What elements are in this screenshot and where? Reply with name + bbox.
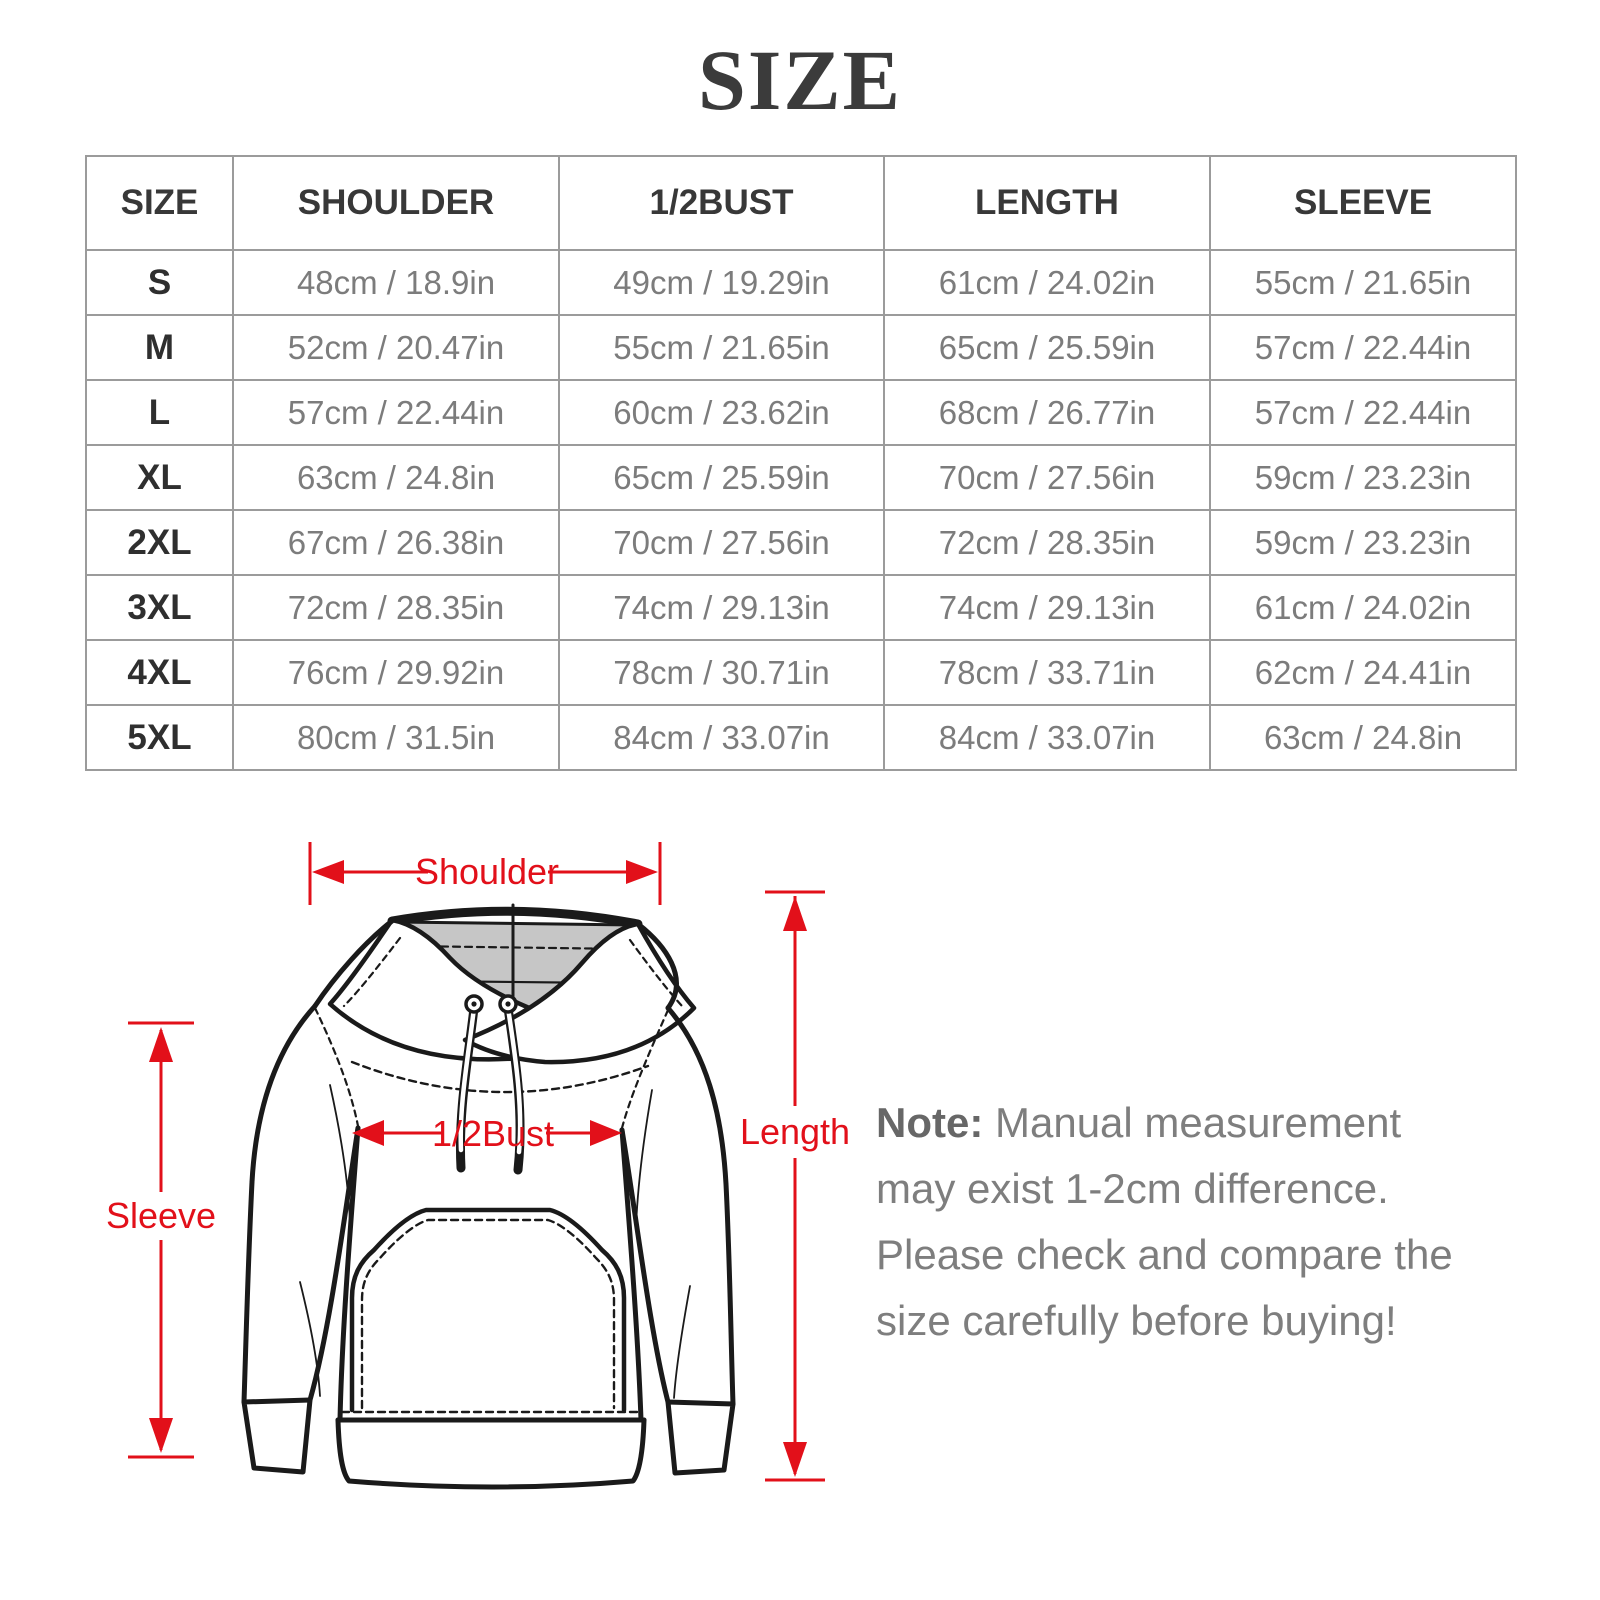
cell-length: 72cm / 28.35in xyxy=(883,509,1211,576)
sleeve-label: Sleeve xyxy=(106,1195,216,1236)
hoodie-measurement-diagram: Shoulder 1/2Bust Sleeve Length xyxy=(106,842,850,1490)
table-row: M 52cm / 20.47in 55cm / 21.65in 65cm / 2… xyxy=(85,314,1517,381)
header-bust: 1/2BUST xyxy=(558,155,885,251)
cell-length: 74cm / 29.13in xyxy=(883,574,1211,641)
cell-length: 70cm / 27.56in xyxy=(883,444,1211,511)
sleeve-arrow: Sleeve xyxy=(106,1021,216,1459)
cell-size: 2XL xyxy=(85,509,234,576)
note-label: Note: xyxy=(876,1099,984,1146)
cell-size: 4XL xyxy=(85,639,234,706)
cell-bust: 60cm / 23.62in xyxy=(558,379,885,446)
length-arrow: Length xyxy=(740,890,850,1482)
cell-bust: 49cm / 19.29in xyxy=(558,249,885,316)
cell-sleeve: 57cm / 22.44in xyxy=(1209,314,1517,381)
cell-sleeve: 57cm / 22.44in xyxy=(1209,379,1517,446)
kangaroo-pocket xyxy=(340,1207,642,1414)
table-row: 5XL 80cm / 31.5in 84cm / 33.07in 84cm / … xyxy=(85,704,1517,771)
table-row: XL 63cm / 24.8in 65cm / 25.59in 70cm / 2… xyxy=(85,444,1517,511)
cell-shoulder: 57cm / 22.44in xyxy=(232,379,560,446)
cell-size: M xyxy=(85,314,234,381)
cell-sleeve: 59cm / 23.23in xyxy=(1209,444,1517,511)
bust-arrow: 1/2Bust xyxy=(352,1113,622,1154)
note-paragraph: Note: Manual measurement may exist 1-2cm… xyxy=(876,1090,1480,1354)
cell-bust: 55cm / 21.65in xyxy=(558,314,885,381)
cell-sleeve: 63cm / 24.8in xyxy=(1209,704,1517,771)
cell-length: 68cm / 26.77in xyxy=(883,379,1211,446)
cell-size: 5XL xyxy=(85,704,234,771)
cell-shoulder: 76cm / 29.92in xyxy=(232,639,560,706)
cell-shoulder: 63cm / 24.8in xyxy=(232,444,560,511)
cell-shoulder: 80cm / 31.5in xyxy=(232,704,560,771)
hoodie-body xyxy=(241,918,736,1490)
drawstrings xyxy=(455,994,525,1175)
cell-size: XL xyxy=(85,444,234,511)
header-length: LENGTH xyxy=(883,155,1211,251)
cell-length: 78cm / 33.71in xyxy=(883,639,1211,706)
cell-shoulder: 72cm / 28.35in xyxy=(232,574,560,641)
shoulder-arrow: Shoulder xyxy=(308,842,662,905)
cell-bust: 84cm / 33.07in xyxy=(558,704,885,771)
page-title: SIZE xyxy=(697,32,903,128)
cell-length: 61cm / 24.02in xyxy=(883,249,1211,316)
cell-size: S xyxy=(85,249,234,316)
measurement-annotations: Shoulder 1/2Bust Sleeve Length xyxy=(106,842,850,1482)
cell-sleeve: 55cm / 21.65in xyxy=(1209,249,1517,316)
table-row: 4XL 76cm / 29.92in 78cm / 30.71in 78cm /… xyxy=(85,639,1517,706)
hoodie-drawing xyxy=(241,903,736,1490)
shoulder-label: Shoulder xyxy=(415,851,559,892)
header-size: SIZE xyxy=(85,155,234,251)
cell-size: 3XL xyxy=(85,574,234,641)
header-sleeve: SLEEVE xyxy=(1209,155,1517,251)
hoodie-seams xyxy=(299,1006,691,1399)
cell-sleeve: 59cm / 23.23in xyxy=(1209,509,1517,576)
table-row: S 48cm / 18.9in 49cm / 19.29in 61cm / 24… xyxy=(85,249,1517,316)
bust-label: 1/2Bust xyxy=(432,1113,554,1154)
size-table: SIZE SHOULDER 1/2BUST LENGTH SLEEVE S 48… xyxy=(85,155,1517,771)
cell-sleeve: 62cm / 24.41in xyxy=(1209,639,1517,706)
note-text: Manual measurement may exist 1-2cm diffe… xyxy=(876,1099,1453,1344)
cell-length: 84cm / 33.07in xyxy=(883,704,1211,771)
cell-shoulder: 48cm / 18.9in xyxy=(232,249,560,316)
header-shoulder: SHOULDER xyxy=(232,155,560,251)
cell-shoulder: 67cm / 26.38in xyxy=(232,509,560,576)
cell-size: L xyxy=(85,379,234,446)
length-label: Length xyxy=(740,1111,850,1152)
cell-bust: 70cm / 27.56in xyxy=(558,509,885,576)
cell-length: 65cm / 25.59in xyxy=(883,314,1211,381)
table-row: L 57cm / 22.44in 60cm / 23.62in 68cm / 2… xyxy=(85,379,1517,446)
hood-top-edge xyxy=(387,906,643,929)
cell-sleeve: 61cm / 24.02in xyxy=(1209,574,1517,641)
table-row: 3XL 72cm / 28.35in 74cm / 29.13in 74cm /… xyxy=(85,574,1517,641)
table-header-row: SIZE SHOULDER 1/2BUST LENGTH SLEEVE xyxy=(85,155,1517,251)
cell-shoulder: 52cm / 20.47in xyxy=(232,314,560,381)
cell-bust: 78cm / 30.71in xyxy=(558,639,885,706)
cell-bust: 74cm / 29.13in xyxy=(558,574,885,641)
cell-bust: 65cm / 25.59in xyxy=(558,444,885,511)
table-row: 2XL 67cm / 26.38in 70cm / 27.56in 72cm /… xyxy=(85,509,1517,576)
